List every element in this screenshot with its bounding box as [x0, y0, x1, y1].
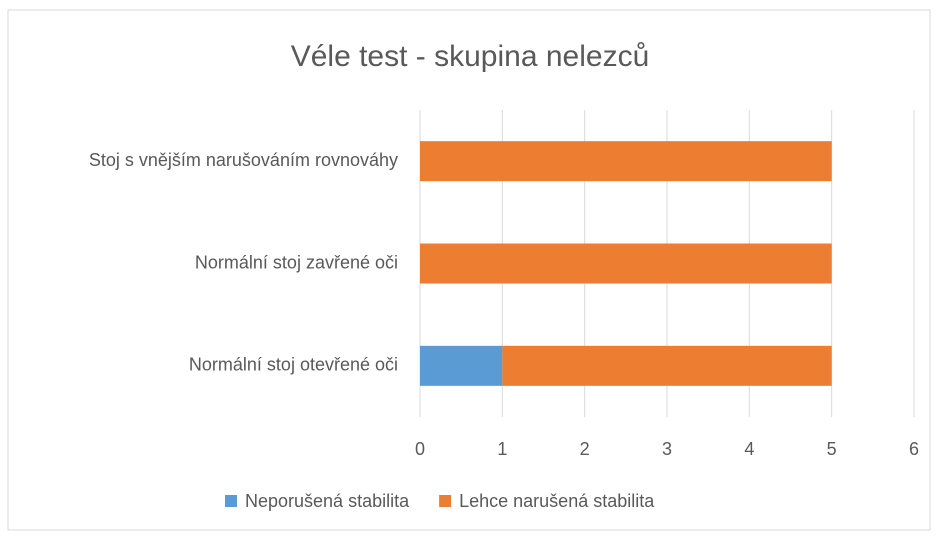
bar-segment: [502, 345, 832, 386]
legend-swatch: [439, 495, 452, 507]
x-tick-label: 5: [827, 439, 837, 459]
x-tick-label: 6: [909, 439, 919, 459]
bar-segment: [420, 345, 503, 386]
x-tick-label: 4: [744, 439, 754, 459]
legend-label: Neporušená stabilita: [245, 491, 410, 511]
x-tick-label: 1: [497, 439, 507, 459]
legend-label: Lehce narušená stabilita: [459, 491, 655, 511]
bar-segment: [420, 141, 832, 182]
x-tick-label: 2: [580, 439, 590, 459]
chart-title: Véle test - skupina nelezců: [291, 40, 650, 73]
bar-segment: [420, 243, 832, 284]
y-tick-label: Normální stoj otevřené oči: [189, 355, 398, 375]
legend-swatch: [225, 495, 237, 507]
y-tick-label: Normální stoj zavřené oči: [195, 252, 398, 272]
x-tick-label: 0: [415, 439, 425, 459]
y-tick-label: Stoj s vnějším narušováním rovnováhy: [89, 150, 398, 170]
x-tick-label: 3: [662, 439, 672, 459]
